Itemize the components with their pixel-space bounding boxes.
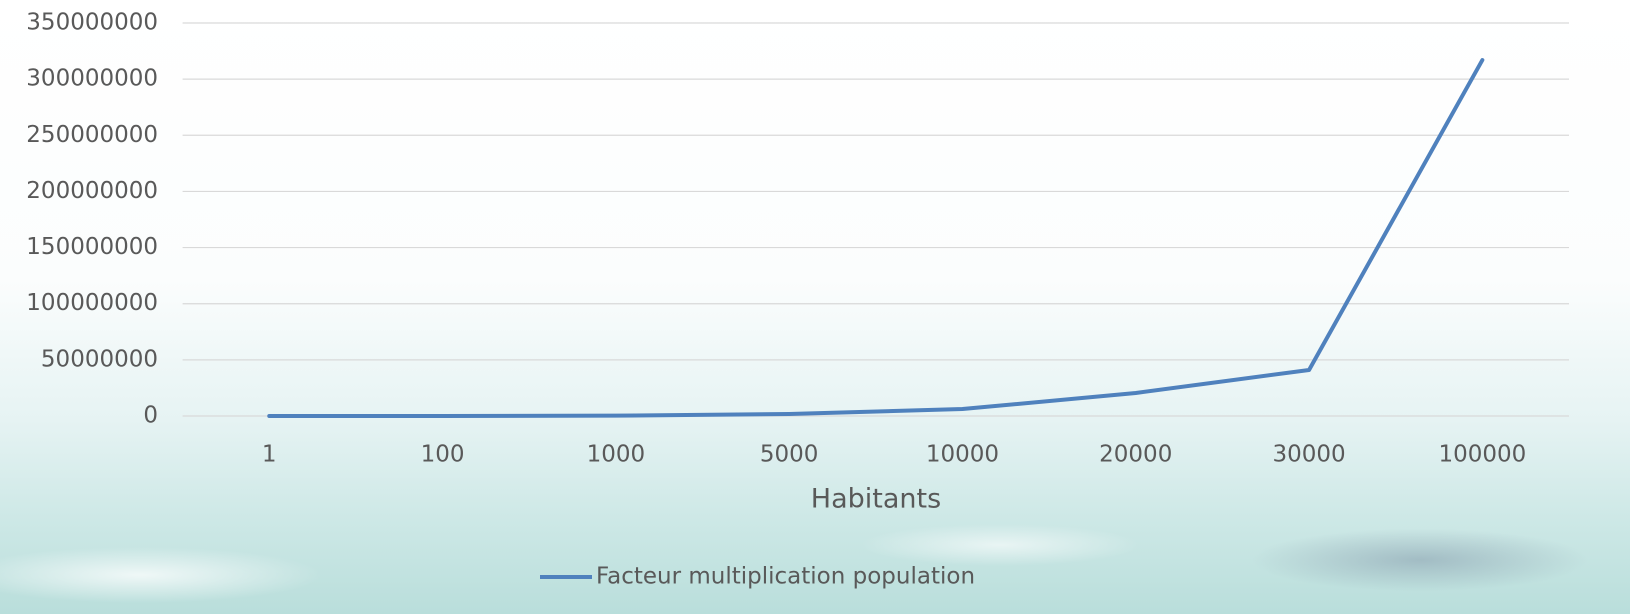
y-tick-label: 150000000 — [26, 234, 158, 260]
x-axis-label: Habitants — [811, 484, 941, 515]
y-tick-label: 100000000 — [26, 290, 158, 316]
x-tick-label: 100000 — [1438, 442, 1526, 468]
x-tick-label: 10000 — [926, 442, 999, 468]
y-tick-label: 200000000 — [26, 178, 158, 204]
legend-label: Facteur multiplication population — [596, 564, 975, 590]
x-tick-label: 20000 — [1099, 442, 1172, 468]
y-tick-label: 350000000 — [26, 10, 158, 36]
x-tick-label: 1 — [262, 442, 277, 468]
x-tick-label: 5000 — [760, 442, 819, 468]
chart: Habitants Facteur multiplication populat… — [0, 0, 1630, 614]
data-line — [269, 60, 1482, 416]
x-tick-label: 100 — [421, 442, 465, 468]
page: Habitants Facteur multiplication populat… — [0, 0, 1630, 614]
y-tick-label: 0 — [143, 403, 158, 429]
x-tick-label: 1000 — [587, 442, 646, 468]
y-tick-label: 300000000 — [26, 66, 158, 92]
x-tick-label: 30000 — [1272, 442, 1345, 468]
y-tick-label: 250000000 — [26, 122, 158, 148]
y-tick-label: 50000000 — [41, 346, 158, 372]
